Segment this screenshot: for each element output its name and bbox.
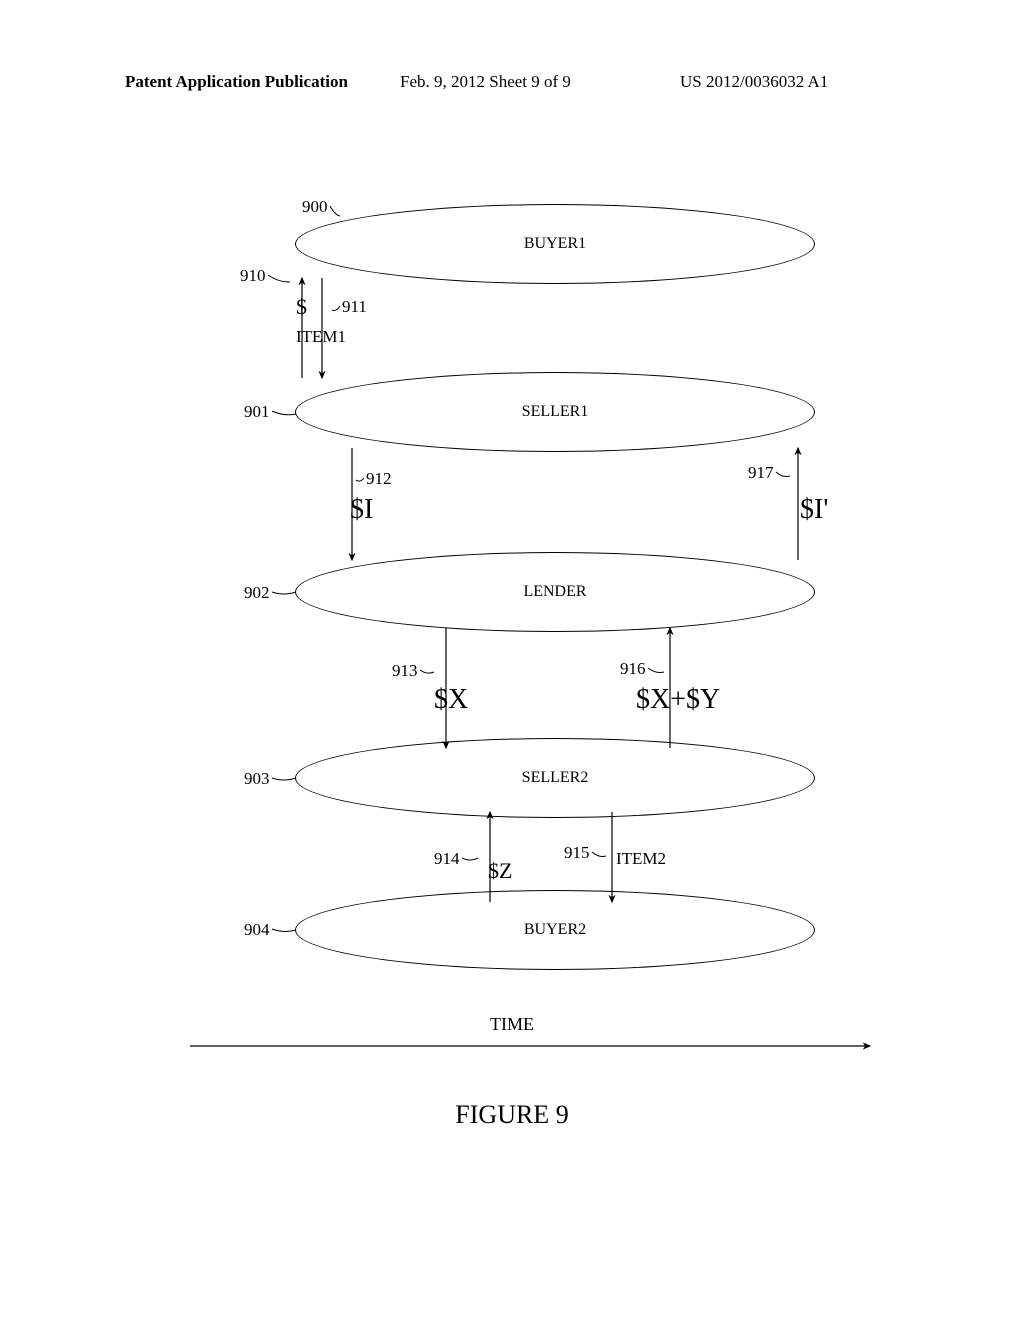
val-v_dollar: $ bbox=[296, 294, 307, 320]
val-v_item1: ITEM1 bbox=[296, 327, 346, 347]
page: Patent Application Publication Feb. 9, 2… bbox=[0, 0, 1024, 1320]
ref-r912: 912 bbox=[366, 469, 392, 489]
figure-caption: FIGURE 9 bbox=[455, 1100, 568, 1130]
header-right: US 2012/0036032 A1 bbox=[680, 72, 828, 92]
val-v_XY: $X+$Y bbox=[636, 684, 720, 716]
time-label: TIME bbox=[490, 1014, 534, 1035]
val-v_item2: ITEM2 bbox=[616, 849, 666, 869]
ref-r914: 914 bbox=[434, 849, 460, 869]
ref-r900: 900 bbox=[302, 197, 328, 217]
val-v_I: $I bbox=[350, 494, 373, 526]
val-v_X: $X bbox=[434, 684, 468, 716]
ref-r903: 903 bbox=[244, 769, 270, 789]
ref-r910: 910 bbox=[240, 266, 266, 286]
header-left: Patent Application Publication bbox=[125, 72, 348, 92]
val-v_Iprime: $I' bbox=[800, 494, 828, 526]
ref-r901: 901 bbox=[244, 402, 270, 422]
ellipse-label-e900: BUYER1 bbox=[524, 235, 586, 253]
ref-r917: 917 bbox=[748, 463, 774, 483]
ellipse-label-e902: LENDER bbox=[523, 583, 586, 601]
val-v_Z: $Z bbox=[488, 858, 512, 884]
ref-r904: 904 bbox=[244, 920, 270, 940]
ref-r911: 911 bbox=[342, 297, 367, 317]
ellipse-label-e901: SELLER1 bbox=[522, 403, 589, 421]
ref-r916: 916 bbox=[620, 659, 646, 679]
ref-r902: 902 bbox=[244, 583, 270, 603]
ref-r913: 913 bbox=[392, 661, 418, 681]
ellipse-label-e904: BUYER2 bbox=[524, 921, 586, 939]
header-mid: Feb. 9, 2012 Sheet 9 of 9 bbox=[400, 72, 571, 92]
ellipse-label-e903: SELLER2 bbox=[522, 769, 589, 787]
ref-r915: 915 bbox=[564, 843, 590, 863]
